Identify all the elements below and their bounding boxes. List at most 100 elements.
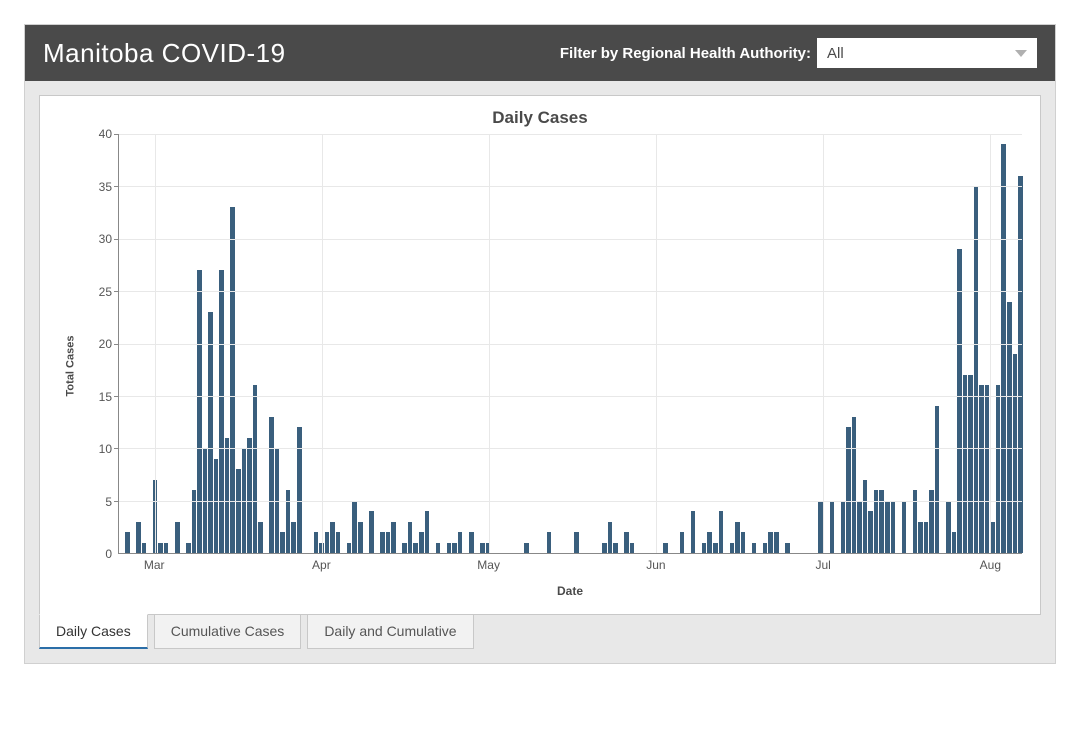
- plot-row: 0510152025303540: [82, 134, 1022, 554]
- bar: [863, 480, 868, 553]
- x-axis: MarAprMayJunJulAug: [118, 554, 1022, 576]
- x-tick: Mar: [144, 558, 165, 572]
- region-select-value: All: [827, 45, 844, 62]
- bar: [297, 427, 302, 553]
- bar: [968, 375, 973, 553]
- bar: [608, 522, 613, 553]
- gridline: [119, 501, 1022, 502]
- bar: [613, 543, 618, 553]
- y-tick: 15: [99, 390, 112, 404]
- bar: [408, 522, 413, 553]
- bar: [852, 417, 857, 553]
- bar: [730, 543, 735, 553]
- bar: [225, 438, 230, 553]
- tab-daily-and-cumulative[interactable]: Daily and Cumulative: [307, 614, 473, 649]
- x-tick: Apr: [312, 558, 331, 572]
- plot-column: 0510152025303540 MarAprMayJunJulAug Date: [82, 134, 1022, 598]
- gridline: [119, 239, 1022, 240]
- bar: [291, 522, 296, 553]
- page-title: Manitoba COVID-19: [43, 38, 286, 69]
- x-tick: May: [477, 558, 500, 572]
- chart-card: Daily Cases Total Cases 0510152025303540…: [39, 95, 1041, 615]
- bar: [336, 532, 341, 553]
- bar: [830, 501, 835, 553]
- tab-daily-cases[interactable]: Daily Cases: [39, 614, 148, 649]
- dashboard-container: Manitoba COVID-19 Filter by Regional Hea…: [24, 24, 1056, 664]
- x-tick: Aug: [980, 558, 1001, 572]
- vgridline: [656, 134, 657, 553]
- bar: [691, 511, 696, 553]
- bar: [280, 532, 285, 553]
- bar: [136, 522, 141, 553]
- bar: [330, 522, 335, 553]
- bar: [768, 532, 773, 553]
- bar: [841, 501, 846, 553]
- bar: [524, 543, 529, 553]
- bar: [663, 543, 668, 553]
- bar: [935, 406, 940, 553]
- bar: [885, 501, 890, 553]
- y-tick: 40: [99, 127, 112, 141]
- y-tick: 5: [105, 495, 112, 509]
- gridline: [119, 448, 1022, 449]
- bar: [186, 543, 191, 553]
- y-tick: 35: [99, 180, 112, 194]
- bar: [214, 459, 219, 553]
- bar: [369, 511, 374, 553]
- vgridline: [489, 134, 490, 553]
- bar: [868, 511, 873, 553]
- y-axis-label: Total Cases: [64, 336, 76, 397]
- bar: [752, 543, 757, 553]
- bar: [419, 532, 424, 553]
- bar: [425, 511, 430, 553]
- bar: [402, 543, 407, 553]
- tab-cumulative-cases[interactable]: Cumulative Cases: [154, 614, 302, 649]
- bar: [985, 385, 990, 553]
- bar: [286, 490, 291, 553]
- bar: [219, 270, 224, 553]
- bar: [1013, 354, 1018, 553]
- bar: [192, 490, 197, 553]
- bar: [314, 532, 319, 553]
- y-tick: 30: [99, 232, 112, 246]
- bar: [630, 543, 635, 553]
- bar: [957, 249, 962, 553]
- bar: [785, 543, 790, 553]
- y-tick: 10: [99, 442, 112, 456]
- y-tick: 0: [105, 547, 112, 561]
- bar: [386, 532, 391, 553]
- bar: [602, 543, 607, 553]
- bar: [952, 532, 957, 553]
- bar: [236, 469, 241, 553]
- bar: [624, 532, 629, 553]
- header-bar: Manitoba COVID-19 Filter by Regional Hea…: [25, 25, 1055, 81]
- plot-area: [118, 134, 1022, 554]
- filter-group: Filter by Regional Health Authority: All: [560, 38, 1037, 68]
- bar: [924, 522, 929, 553]
- vgridline: [322, 134, 323, 553]
- gridline: [119, 186, 1022, 187]
- bar: [436, 543, 441, 553]
- bar: [347, 543, 352, 553]
- bar: [208, 312, 213, 553]
- gridline: [119, 396, 1022, 397]
- bar: [702, 543, 707, 553]
- bar: [735, 522, 740, 553]
- bar: [325, 532, 330, 553]
- bar: [879, 490, 884, 553]
- chevron-down-icon: [1015, 50, 1027, 57]
- chart-area: Total Cases 0510152025303540 MarAprMayJu…: [58, 134, 1022, 598]
- bar: [358, 522, 363, 553]
- bar: [979, 385, 984, 553]
- bar: [258, 522, 263, 553]
- y-tick: 25: [99, 285, 112, 299]
- bar: [713, 543, 718, 553]
- region-select[interactable]: All: [817, 38, 1037, 68]
- bar: [818, 501, 823, 553]
- tab-bar: Daily CasesCumulative CasesDaily and Cum…: [39, 615, 1041, 649]
- bar: [458, 532, 463, 553]
- bar: [774, 532, 779, 553]
- bar: [142, 543, 147, 553]
- bar: [452, 543, 457, 553]
- x-axis-label: Date: [118, 584, 1022, 598]
